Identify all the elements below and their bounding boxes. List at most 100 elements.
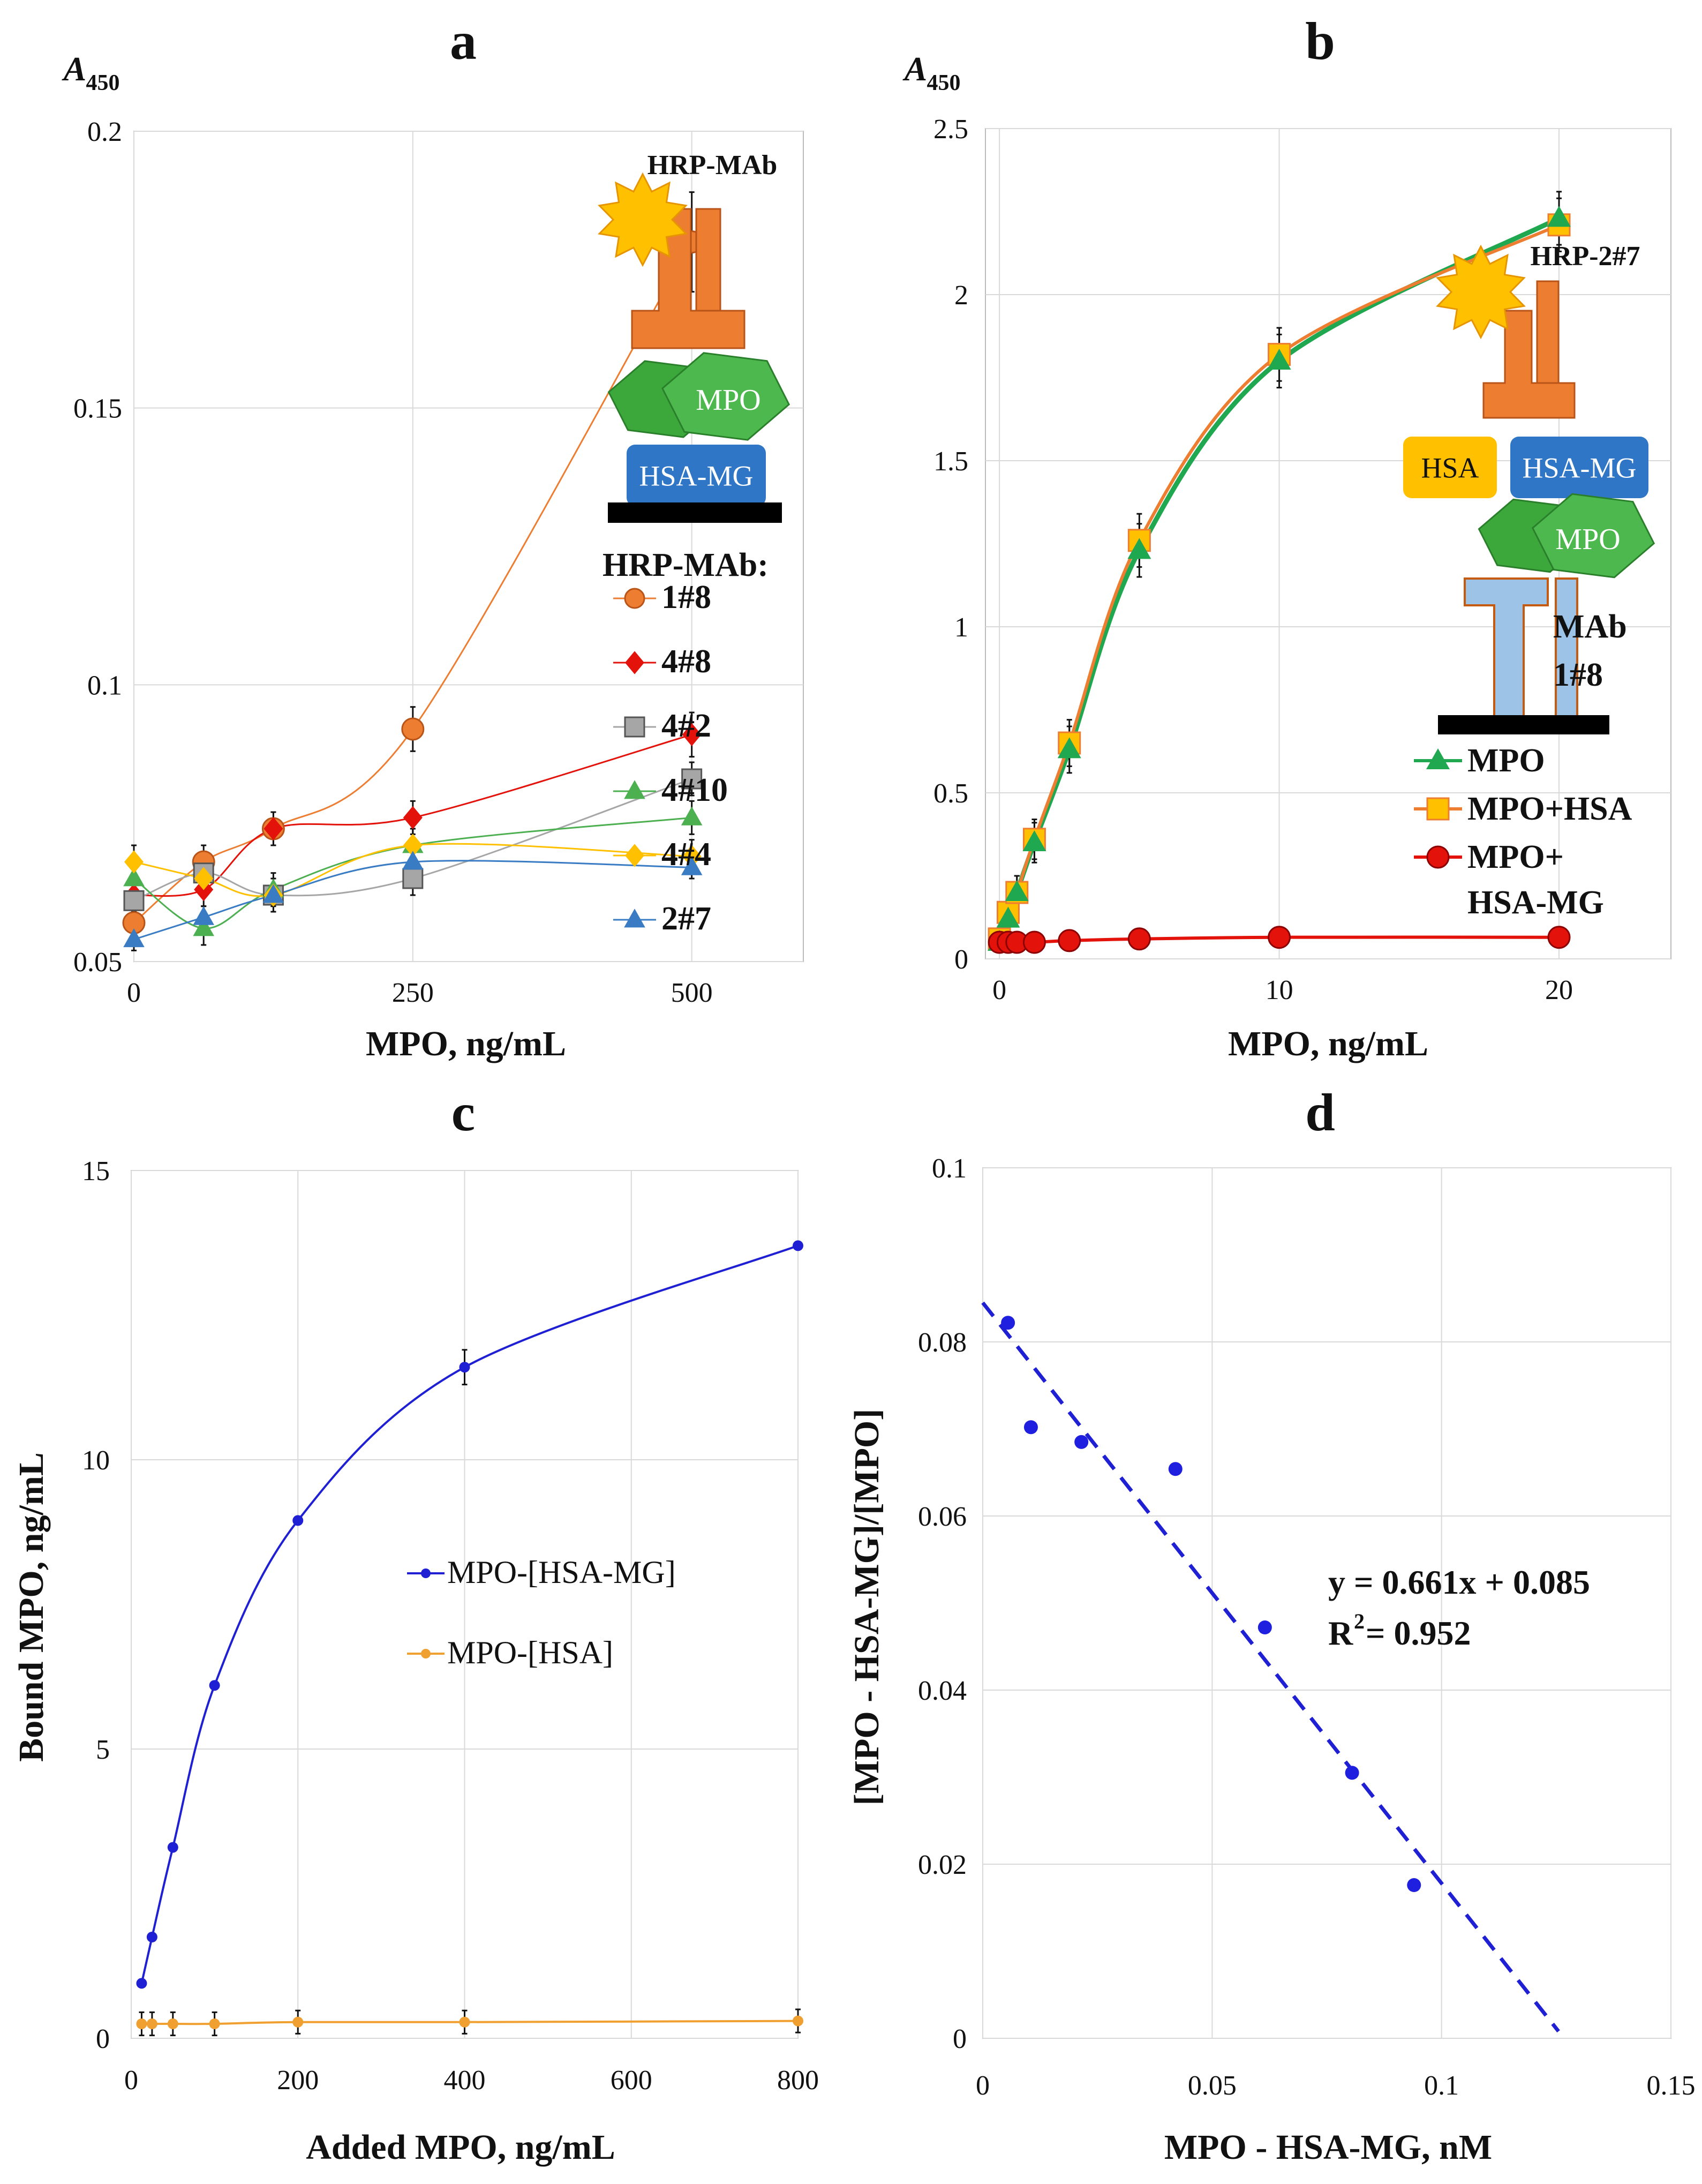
x-tick-label: 0 (976, 2070, 990, 2101)
x-tick-label: 500 (671, 978, 713, 1008)
schematic-capture-label: MAb (1553, 609, 1627, 645)
y-tick-label: 1.5 (933, 446, 968, 477)
legend-label-MPO-[HSA]: MPO-[HSA] (447, 1635, 613, 1670)
y-tick-label: 10 (82, 1445, 110, 1476)
data-point-2#7 (123, 928, 145, 948)
y-tick-label: 2 (954, 280, 968, 311)
legend-label-1#8: 1#8 (661, 579, 711, 616)
y-tick-label: 0.1 (932, 1153, 967, 1184)
data-point-4#2 (123, 890, 145, 911)
legend-marker-MPO+HSA (1426, 797, 1450, 821)
y-axis-label-subscript: 450 (86, 71, 120, 95)
data-point-MPO-[HSA] (146, 2018, 157, 2029)
data-point (1023, 1420, 1038, 1435)
r-squared-superscript: 2 (1354, 1609, 1365, 1633)
data-point-4#8 (403, 806, 423, 829)
data-point-2#7 (402, 851, 424, 870)
x-tick-label: 200 (277, 2065, 319, 2096)
data-point-MPO-[HSA] (209, 2018, 220, 2029)
data-point-MPO (1005, 880, 1029, 901)
y-tick-label: 0 (96, 2024, 110, 2054)
trendline-equation: y = 0.661x + 0.085 (1328, 1563, 1590, 1601)
data-point-MPO (1022, 830, 1046, 851)
r-squared-value: = 0.952 (1366, 1614, 1471, 1652)
mpo-hexagon (1531, 493, 1655, 579)
data-point-MPO+ HSA-MG (1022, 930, 1046, 954)
data-point (1001, 1316, 1015, 1330)
data-point-MPO-[HSA-MG] (459, 1362, 470, 1373)
data-point-MPO-[HSA] (793, 2015, 803, 2027)
x-axis-label: Added MPO, ng/mL (306, 2128, 615, 2167)
data-point-2#7 (193, 906, 215, 925)
data-point (1168, 1462, 1183, 1476)
series-line-4#10 (133, 816, 692, 929)
data-point-4#10 (123, 867, 145, 887)
data-point-MPO (1547, 206, 1571, 227)
legend-label-MPO: MPO (1467, 742, 1545, 779)
data-point-4#4 (194, 867, 214, 890)
x-tick-label: 800 (777, 2065, 819, 2096)
plate-surface (608, 502, 782, 523)
legend-label-4#10: 4#10 (661, 772, 728, 808)
panel-a: 0 250 500 0.05 0.1 0.15 0.2 MPO, ng/mL A 450 a HRP-… (62, 11, 804, 1063)
data-point (1345, 1766, 1359, 1780)
y-tick-label: 0.02 (918, 1850, 967, 1880)
data-point-MPO-[HSA-MG] (167, 1842, 178, 1853)
legend-label-4#2: 4#2 (661, 708, 711, 744)
x-axis-label: MPO - HSA-MG, nM (1164, 2128, 1492, 2167)
data-point-MPO-[HSA-MG] (146, 1932, 157, 1942)
y-tick-label: 0.2 (87, 117, 122, 147)
x-tick-label: 400 (444, 2065, 486, 2096)
data-point-MPO-[HSA] (167, 2018, 178, 2029)
data-point-2#7 (681, 856, 703, 875)
plot-frame (982, 1167, 1671, 2039)
y-axis-label: A (62, 50, 87, 88)
legend-marker-MPO (1426, 748, 1450, 769)
data-point-MPO (1267, 349, 1291, 370)
y-tick-label: 0 (953, 2024, 967, 2054)
panel-label-d: d (1305, 1083, 1335, 1142)
x-tick-label: 250 (392, 978, 434, 1008)
x-axis-label: MPO, ng/mL (366, 1024, 566, 1063)
y-tick-label: 0 (954, 944, 968, 975)
data-point (1407, 1878, 1421, 1892)
data-point-4#8 (682, 723, 702, 746)
schematic-antigen-label: MPO (696, 384, 760, 417)
x-tick-label: 20 (1545, 975, 1573, 1005)
data-point-1#8 (401, 717, 425, 741)
data-point-MPO+ HSA-MG (1058, 929, 1081, 952)
schematic-competitor-hsa (1403, 437, 1497, 498)
data-point (1257, 1620, 1272, 1634)
x-tick-label: 10 (1266, 975, 1293, 1005)
legend-marker-MPO-[HSA] (421, 1649, 431, 1658)
y-tick-label: 1 (954, 612, 968, 643)
panel-label-c: c (451, 1083, 475, 1142)
data-point-MPO-[HSA-MG] (209, 1680, 220, 1691)
data-point-4#8 (263, 817, 283, 840)
legend-marker-MPO+ HSA-MG (1426, 845, 1450, 869)
panel-label-b: b (1305, 11, 1335, 71)
legend-marker-4#8 (625, 651, 644, 674)
y-tick-label: 0.08 (918, 1327, 967, 1358)
data-point-MPO-[HSA-MG] (793, 1240, 803, 1251)
y-axis-label: A (902, 50, 928, 88)
data-point-MPO (1127, 538, 1151, 559)
y-tick-label: 0.04 (918, 1676, 967, 1706)
x-tick-label: 0.1 (1424, 2070, 1459, 2101)
y-tick-label: 15 (82, 1156, 110, 1187)
legend-marker-4#2 (624, 716, 645, 738)
data-point-MPO-[HSA-MG] (292, 1515, 304, 1526)
schematic-coating-label: HSA-MG (639, 460, 753, 492)
y-tick-label: 0.15 (73, 394, 122, 424)
legend-label-4#8: 4#8 (661, 643, 711, 680)
schematic-capture-label: 1#8 (1553, 657, 1603, 693)
y-axis-label: [MPO - HSA-MG]/[MPO] (847, 1409, 886, 1805)
data-point-MPO-[HSA-MG] (136, 1978, 147, 1989)
schematic-competitor-hsa-mg (1510, 437, 1648, 498)
panel-d: 0 0.05 0.1 0.15 0 0.02 0.04 0.06 0.08 0.1 MPO - HS… (847, 1083, 1696, 2167)
antibody-shape (1482, 310, 1576, 419)
data-point-2#7 (262, 884, 284, 903)
legend-marker-4#10 (624, 780, 645, 799)
hrp-star-icon (1436, 244, 1526, 340)
